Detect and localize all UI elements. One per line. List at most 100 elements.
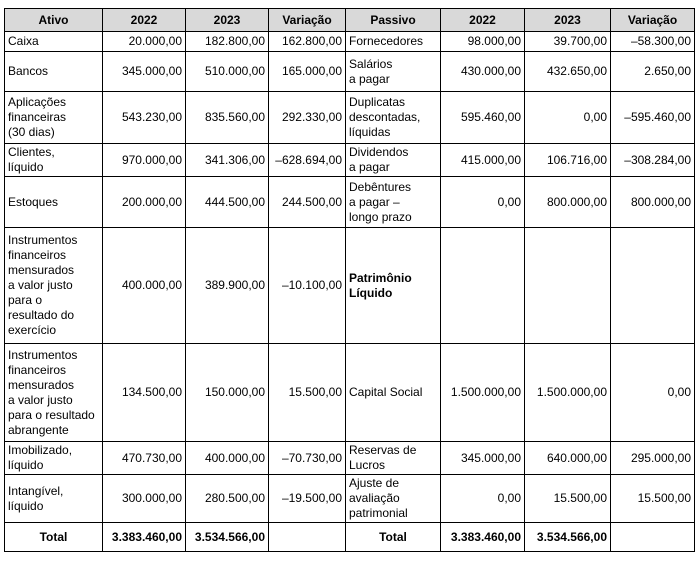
row-label: Reservas de Lucros (345, 441, 441, 475)
value-cell: 389.900,00 (185, 227, 269, 344)
empty-cell (610, 522, 695, 552)
column-header: Variação (268, 8, 346, 32)
value-cell: 165.000,00 (268, 51, 346, 92)
column-header: 2022 (102, 8, 186, 32)
value-cell: 2.650,00 (610, 51, 695, 92)
value-cell: 0,00 (440, 474, 525, 523)
column-header: Variação (610, 8, 695, 32)
row-label: Caixa (4, 31, 103, 52)
row-label: Fornecedores (345, 31, 441, 52)
row-label: Debêntures a pagar – longo prazo (345, 176, 441, 228)
value-cell: 0,00 (610, 343, 695, 442)
row-label: Bancos (4, 51, 103, 92)
value-cell: 162.800,00 (268, 31, 346, 52)
row-label: Dividendos a pagar (345, 143, 441, 177)
row-label: Estoques (4, 176, 103, 228)
value-cell: 0,00 (524, 91, 611, 144)
value-cell: 15.500,00 (524, 474, 611, 523)
value-cell: 415.000,00 (440, 143, 525, 177)
value-cell: 470.730,00 (102, 441, 186, 475)
total-value: 3.383.460,00 (102, 522, 186, 552)
value-cell: 200.000,00 (102, 176, 186, 228)
row-label: Ajuste de avaliação patrimonial (345, 474, 441, 523)
column-header: 2022 (440, 8, 525, 32)
row-label: Imobilizado, líquido (4, 441, 103, 475)
value-cell: 400.000,00 (185, 441, 269, 475)
table-row: Clientes, líquido 970.000,00 341.306,00 –62… (4, 143, 695, 177)
value-cell: 134.500,00 (102, 343, 186, 442)
header-row: Ativo 2022 2023 Variação Passivo 2022 2023 Vari… (4, 8, 695, 32)
table-row: Aplicações financeiras (30 dias) 543.230,… (4, 91, 695, 144)
value-cell: 835.560,00 (185, 91, 269, 144)
row-label: Clientes, líquido (4, 143, 103, 177)
row-label: Salários a pagar (345, 51, 441, 92)
value-cell: 0,00 (440, 176, 525, 228)
value-cell: 640.000,00 (524, 441, 611, 475)
value-cell: 345.000,00 (440, 441, 525, 475)
value-cell: 510.000,00 (185, 51, 269, 92)
value-cell: –58.300,00 (610, 31, 695, 52)
table-row: Intangível, líquido 300.000,00 280.500,00–… (4, 474, 695, 523)
value-cell: 280.500,00 (185, 474, 269, 523)
empty-cell (524, 227, 611, 344)
value-cell: 430.000,00 (440, 51, 525, 92)
table-row: Instrumentos financeiros mensurados a va… (4, 227, 695, 344)
row-label: Aplicações financeiras (30 dias) (4, 91, 103, 144)
empty-cell (440, 227, 525, 344)
table-body: Caixa 20.000,00 182.800,00 162.800,00 Fornec… (4, 31, 695, 552)
total-value: 3.383.460,00 (440, 522, 525, 552)
value-cell: 106.716,00 (524, 143, 611, 177)
table-row: Estoques 200.000,00 444.500,00 244.500,00 De… (4, 176, 695, 228)
column-header: Ativo (4, 8, 103, 32)
value-cell: –595.460,00 (610, 91, 695, 144)
column-header: 2023 (185, 8, 269, 32)
value-cell: 800.000,00 (524, 176, 611, 228)
row-label: Capital Social (345, 343, 441, 442)
value-cell: 800.000,00 (610, 176, 695, 228)
row-label: Duplicatas descontadas, líquidas (345, 91, 441, 144)
value-cell: 39.700,00 (524, 31, 611, 52)
value-cell: 292.330,00 (268, 91, 346, 144)
value-cell: 244.500,00 (268, 176, 346, 228)
row-label: Instrumentos financeiros mensurados a va… (4, 343, 103, 442)
value-cell: 400.000,00 (102, 227, 186, 344)
value-cell: –19.500,00 (268, 474, 346, 523)
value-cell: 595.460,00 (440, 91, 525, 144)
empty-cell (610, 227, 695, 344)
row-label: Patrimônio Líquido (345, 227, 441, 344)
balance-table: Ativo 2022 2023 Variação Passivo 2022 2023 Vari… (4, 8, 695, 552)
row-label: Instrumentos financeiros mensurados a va… (4, 227, 103, 344)
value-cell: 295.000,00 (610, 441, 695, 475)
value-cell: 150.000,00 (185, 343, 269, 442)
column-header: 2023 (524, 8, 611, 32)
row-label: Intangível, líquido (4, 474, 103, 523)
value-cell: 444.500,00 (185, 176, 269, 228)
value-cell: –628.694,00 (268, 143, 346, 177)
total-label: Total (345, 522, 441, 552)
value-cell: 341.306,00 (185, 143, 269, 177)
value-cell: 15.500,00 (610, 474, 695, 523)
value-cell: –10.100,00 (268, 227, 346, 344)
value-cell: –308.284,00 (610, 143, 695, 177)
value-cell: 182.800,00 (185, 31, 269, 52)
value-cell: 1.500.000,00 (440, 343, 525, 442)
total-row: Total 3.383.460,00 3.534.566,00 Total 3.383.… (4, 522, 695, 552)
value-cell: 432.650,00 (524, 51, 611, 92)
value-cell: 300.000,00 (102, 474, 186, 523)
value-cell: –70.730,00 (268, 441, 346, 475)
table-row: Caixa 20.000,00 182.800,00 162.800,00 Fornec… (4, 31, 695, 52)
total-label: Total (4, 522, 103, 552)
table-row: Instrumentos financeiros mensurados a va… (4, 343, 695, 442)
value-cell: 345.000,00 (102, 51, 186, 92)
table-row: Bancos 345.000,00 510.000,00 165.000,00 Salá… (4, 51, 695, 92)
value-cell: 20.000,00 (102, 31, 186, 52)
empty-cell (268, 522, 346, 552)
total-value: 3.534.566,00 (524, 522, 611, 552)
table-row: Imobilizado, líquido 470.730,00 400.000,00… (4, 441, 695, 475)
value-cell: 1.500.000,00 (524, 343, 611, 442)
value-cell: 543.230,00 (102, 91, 186, 144)
value-cell: 970.000,00 (102, 143, 186, 177)
value-cell: 98.000,00 (440, 31, 525, 52)
value-cell: 15.500,00 (268, 343, 346, 442)
